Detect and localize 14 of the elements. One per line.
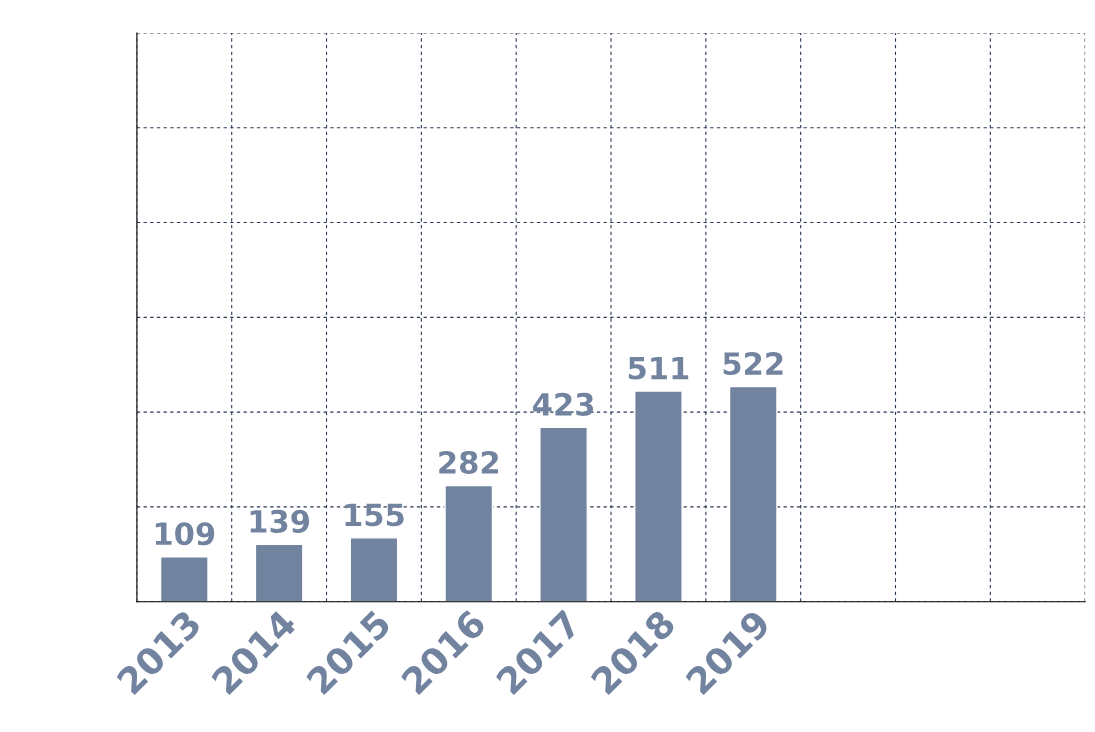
data-label: 282 <box>439 450 499 474</box>
bar <box>444 484 494 602</box>
bar <box>254 543 304 602</box>
data-label: 109 <box>155 522 215 546</box>
bar <box>634 390 683 602</box>
data-label: 511 <box>628 356 689 380</box>
bar <box>728 385 778 602</box>
data-label: 155 <box>345 503 404 527</box>
bar <box>539 426 588 602</box>
bar <box>159 556 209 602</box>
bar <box>349 537 399 602</box>
data-label: 522 <box>723 351 783 376</box>
data-label: 139 <box>250 509 310 533</box>
data-label: 423 <box>533 392 594 416</box>
